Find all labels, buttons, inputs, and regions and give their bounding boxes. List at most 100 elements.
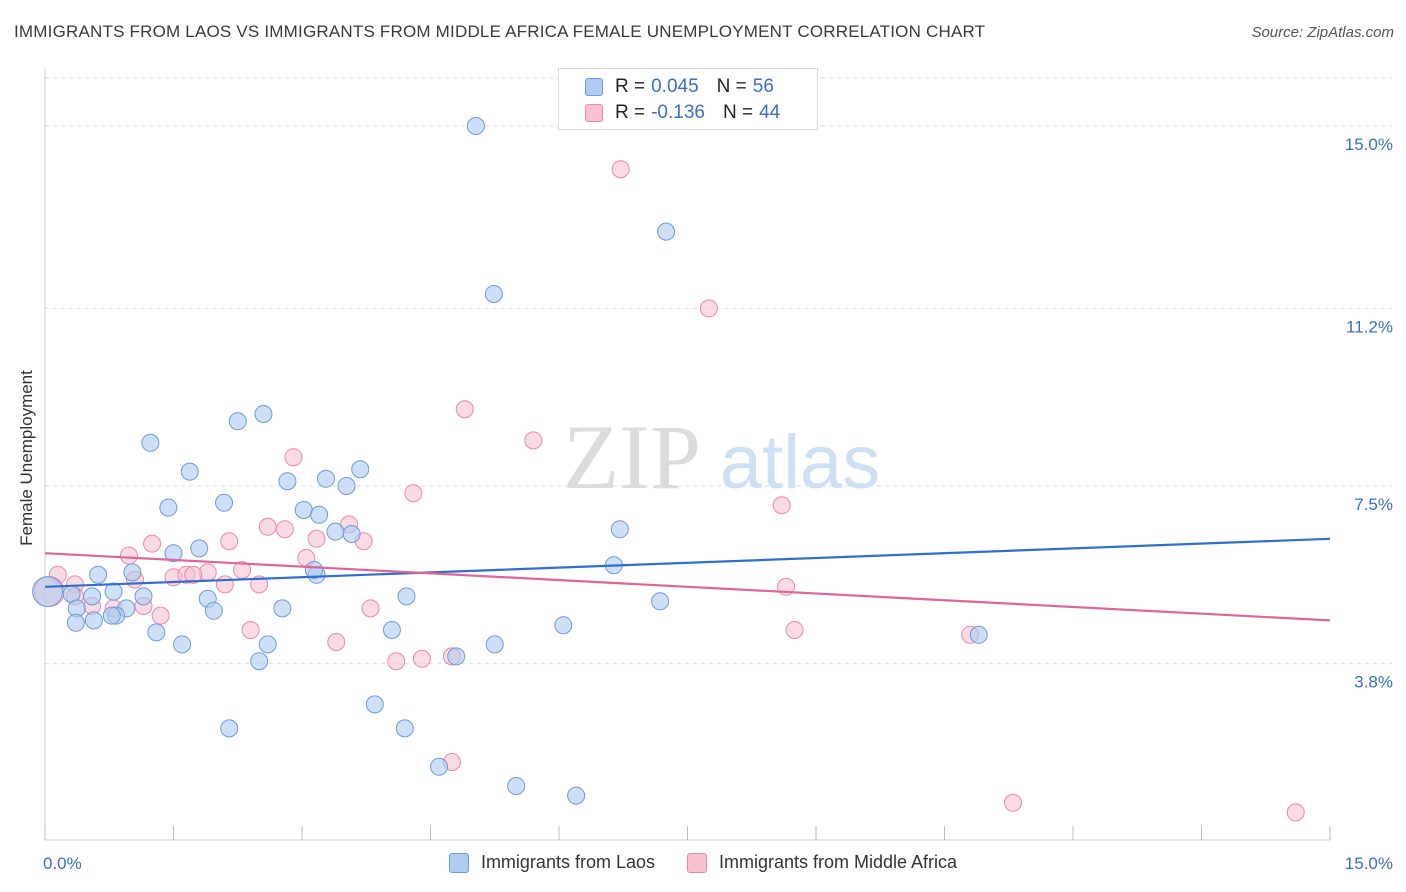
africa-point xyxy=(275,520,294,539)
legend-label-africa: Immigrants from Middle Africa xyxy=(719,852,958,872)
legend-item-africa[interactable]: Immigrants from Middle Africa xyxy=(687,852,957,873)
legend-r-value: 0.045 xyxy=(651,76,699,97)
africa-point xyxy=(1004,793,1023,812)
chart-title: IMMIGRANTS FROM LAOS VS IMMIGRANTS FROM … xyxy=(14,22,986,41)
legend-swatch-africa xyxy=(687,852,707,873)
laos-point xyxy=(657,222,676,241)
africa-point xyxy=(220,532,239,551)
africa-point xyxy=(250,575,269,594)
laos-point xyxy=(228,412,247,431)
laos-point xyxy=(104,582,123,601)
legend-item-laos[interactable]: Immigrants from Laos xyxy=(448,852,655,873)
laos-point xyxy=(342,525,361,543)
laos-point xyxy=(66,613,85,632)
laos-point xyxy=(466,117,485,135)
legend-r-label: R = xyxy=(615,102,646,123)
africa-point xyxy=(307,529,326,548)
laos-point xyxy=(32,576,64,608)
laos-point xyxy=(610,520,629,539)
laos-point xyxy=(220,719,239,738)
laos-point xyxy=(278,472,297,491)
axes xyxy=(44,68,1331,841)
y-tick-label: 15.0% xyxy=(1345,135,1393,154)
laos-point xyxy=(173,635,192,654)
africa-point xyxy=(772,496,791,515)
laos-point xyxy=(294,501,313,519)
africa-point xyxy=(284,448,303,467)
laos-point xyxy=(395,719,414,738)
laos-point xyxy=(651,592,670,611)
laos-point xyxy=(310,505,329,524)
x-tick-label: 15.0% xyxy=(1345,854,1393,873)
legend-row-africa: R = -0.136 N = 44 xyxy=(585,101,780,125)
laos-trend-line xyxy=(44,537,1331,588)
legend-n-value: 44 xyxy=(759,102,781,123)
y-tick-label: 7.5% xyxy=(1354,495,1393,514)
legend-row-laos: R = 0.045 N = 56 xyxy=(585,75,774,99)
watermark: ZIP atlas xyxy=(563,406,880,508)
x-tick-label: 0.0% xyxy=(43,854,82,873)
laos-point xyxy=(89,565,108,584)
laos-point xyxy=(147,623,166,642)
laos-point xyxy=(134,587,153,606)
africa-point xyxy=(143,534,162,553)
africa-point xyxy=(151,606,170,625)
laos-point xyxy=(567,786,586,805)
y-axis-label: Female Unemployment xyxy=(17,370,36,546)
trend-lines xyxy=(44,537,1331,622)
africa-point xyxy=(785,621,804,639)
legend-r-value: -0.136 xyxy=(651,102,705,123)
legend-n-label: N = xyxy=(716,76,747,97)
laos-point xyxy=(273,599,292,618)
watermark-atlas: atlas xyxy=(720,420,881,505)
africa-point xyxy=(699,299,718,318)
africa-point xyxy=(184,565,203,584)
africa-point xyxy=(258,517,277,536)
legend-swatch-laos xyxy=(585,78,603,96)
laos-point xyxy=(316,469,335,488)
laos-point xyxy=(485,635,504,654)
laos-point xyxy=(141,433,160,452)
africa-trend-line xyxy=(44,552,1331,622)
y-tick-label: 3.8% xyxy=(1354,673,1393,692)
laos-point xyxy=(397,587,416,606)
laos-point xyxy=(507,777,526,795)
africa-point xyxy=(455,400,474,419)
data-points xyxy=(32,117,1305,822)
laos-point xyxy=(164,544,183,563)
laos-point xyxy=(250,652,269,671)
laos-point xyxy=(447,647,466,666)
laos-point xyxy=(159,498,178,517)
legend-n-label: N = xyxy=(722,102,754,123)
africa-point xyxy=(412,649,431,668)
laos-point xyxy=(430,757,449,776)
africa-point xyxy=(327,633,346,651)
laos-point xyxy=(337,477,356,495)
africa-point xyxy=(524,431,543,450)
laos-point xyxy=(351,460,370,479)
legend-r-label: R = xyxy=(615,76,646,97)
africa-point xyxy=(387,652,406,671)
africa-point xyxy=(1286,803,1305,822)
series-legend: Immigrants from Laos Immigrants from Mid… xyxy=(0,852,1406,873)
africa-point xyxy=(241,621,260,639)
africa-point xyxy=(215,575,234,594)
africa-point xyxy=(361,599,380,618)
africa-point xyxy=(404,484,423,503)
laos-point xyxy=(204,601,223,620)
laos-point xyxy=(102,606,121,625)
africa-point xyxy=(611,160,630,179)
tick-labels: 3.8% 7.5% 11.2% 15.0% 0.0% 15.0% xyxy=(43,135,1393,873)
laos-point xyxy=(365,695,384,714)
legend-swatch-laos xyxy=(448,852,469,873)
laos-point xyxy=(382,621,401,639)
source-label: Source: ZipAtlas.com xyxy=(1251,24,1394,41)
laos-point xyxy=(326,522,345,541)
laos-point xyxy=(180,462,199,481)
correlation-legend: R = 0.045 N = 56 R = -0.136 N = 44 xyxy=(558,68,818,130)
y-tick-label: 11.2% xyxy=(1346,317,1393,336)
laos-point xyxy=(84,611,103,630)
laos-point xyxy=(83,587,102,606)
laos-point xyxy=(215,493,234,512)
